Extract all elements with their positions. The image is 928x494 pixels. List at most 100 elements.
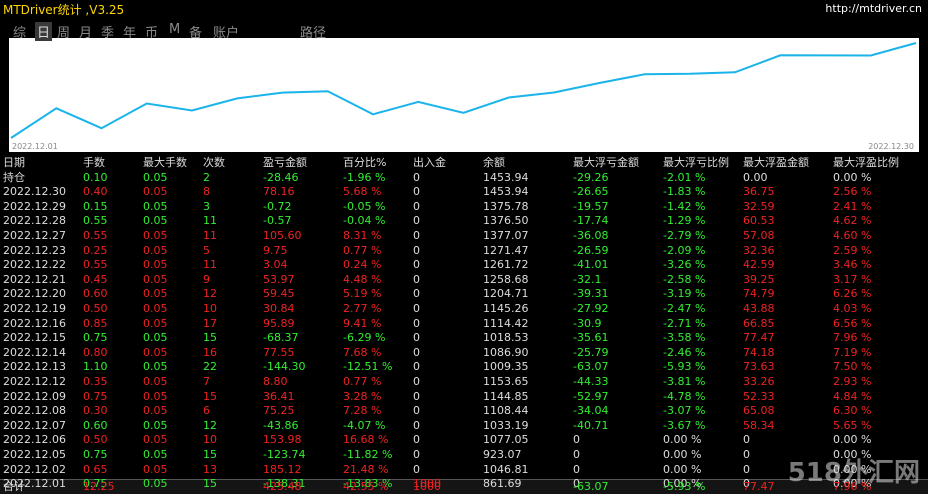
table-cell: 4.60 % [833,229,872,242]
table-cell: 0.45 [83,272,108,286]
table-cell: 0.55 [83,229,108,242]
table-cell: 2022.12.22 [3,258,66,272]
table-cell: -144.30 [263,360,306,374]
table-cell: 8 [203,185,210,199]
tab[interactable]: 备 [189,26,203,41]
table-cell: 43.88 [743,302,775,315]
column-header: 余额 [483,156,505,169]
table-cell: 0 [413,462,420,476]
table-cell: 2.77 % [343,302,382,315]
table-cell: -0.05 % [343,199,386,213]
table-cell: 0.05 [143,287,168,301]
table-cell: 9.41 % [343,316,382,330]
table-cell: 3 [203,199,210,213]
tab[interactable]: 综 [13,26,27,41]
table-cell: 0.05 [143,360,168,374]
table-cell: 33.26 [743,375,775,388]
table-cell: 15 [203,389,217,403]
table-cell: 95.89 [263,316,295,330]
table-cell: 0 [413,404,420,418]
table-cell: 1108.44 [483,404,529,418]
table-cell: 1145.26 [483,302,529,315]
table-cell: 30.84 [263,302,295,315]
table-cell: 0 [413,389,420,403]
table-cell: 11 [203,229,217,242]
table-cell: 0.00 % [833,448,872,461]
table-cell: 0 [413,199,420,213]
table-cell: 1000 [413,477,441,491]
table-cell: 0.65 [83,462,108,476]
table-cell: -52.97 [573,389,609,403]
table-cell: 0.05 [143,345,168,359]
column-header: 最大手数 [143,156,187,169]
table-cell: 861.69 [483,477,522,491]
table-cell: 0.05 [143,404,168,418]
table-cell: 0 [413,345,420,359]
table-cell: 1258.68 [483,272,529,286]
table-cell: 0.24 % [343,258,382,272]
tab[interactable]: 年 [123,26,137,41]
table-cell: 0 [413,302,420,315]
table-cell: 4.48 % [343,272,382,286]
chart-svg [10,42,917,139]
table-cell: 0 [573,462,580,476]
column-header: 最大浮亏金额 [573,156,639,169]
table-cell: 0 [743,448,750,461]
table-cell: -12.51 % [343,360,393,374]
table-cell: 1377.07 [483,229,529,242]
table-cell: 0.00 % [833,433,872,447]
table-cell: 10 [203,302,217,315]
table-cell: -29.26 [573,170,609,184]
table-cell: 0 [413,170,420,184]
url[interactable]: http://mtdriver.cn [825,2,922,15]
table-cell: 74.18 [743,345,775,359]
tab[interactable]: 日 [35,22,53,41]
table-cell: 7 [203,375,210,388]
table-cell: 0.00 % [833,477,872,491]
app-title: MTDriver统计 ,V3.25 [3,3,125,17]
table-cell: 0.60 [83,287,108,301]
table-cell: 66.85 [743,316,775,330]
table-cell: 0 [573,448,580,461]
table-cell: 2.59 % [833,243,872,257]
tab[interactable]: 账户 [213,26,240,41]
table-cell: 1.10 [83,360,108,374]
tab[interactable]: 路径 [300,26,327,41]
table-cell: 5.19 % [343,287,382,301]
table-cell: 6.30 % [833,404,872,418]
table-cell: 1144.85 [483,389,529,403]
tab[interactable]: 币 [145,26,159,41]
table-cell: 1204.71 [483,287,529,301]
column-header: 手数 [83,156,105,169]
table-cell: 0.77 % [343,243,382,257]
table-cell: -2.47 % [663,302,706,315]
table-cell: 0 [413,418,420,432]
table-cell: -39.31 [573,287,609,301]
table-cell: 0.05 [143,433,168,447]
table-cell: 3.17 % [833,272,872,286]
table-cell: 4.03 % [833,302,872,315]
table-cell: 15 [203,477,217,491]
tab[interactable]: M [169,22,181,37]
table-cell: 7.28 % [343,404,382,418]
table-cell: 0.40 [83,185,108,199]
table-cell: 2022.12.23 [3,243,66,257]
tab[interactable]: 周 [57,26,71,41]
total-cell: 12.25 [83,480,115,493]
table-cell: 3.46 % [833,258,872,272]
table-cell: 0.35 [83,375,108,388]
table-cell: 16.68 % [343,433,389,447]
table-cell: -3.81 % [663,375,706,388]
chart-start: 2022.12.01 [12,142,58,151]
table-cell: -3.67 % [663,418,706,432]
table-cell: 22 [203,360,217,374]
table-cell: 0.05 [143,462,168,476]
tab[interactable]: 月 [79,26,93,41]
table-cell: 1261.72 [483,258,529,272]
table-cell: 2022.12.20 [3,287,66,301]
table-cell: 2022.12.13 [3,360,66,374]
table-cell: 0.05 [143,389,168,403]
table-cell: 1009.35 [483,360,529,374]
table-cell: 2022.12.05 [3,448,66,461]
tab[interactable]: 季 [101,26,115,41]
